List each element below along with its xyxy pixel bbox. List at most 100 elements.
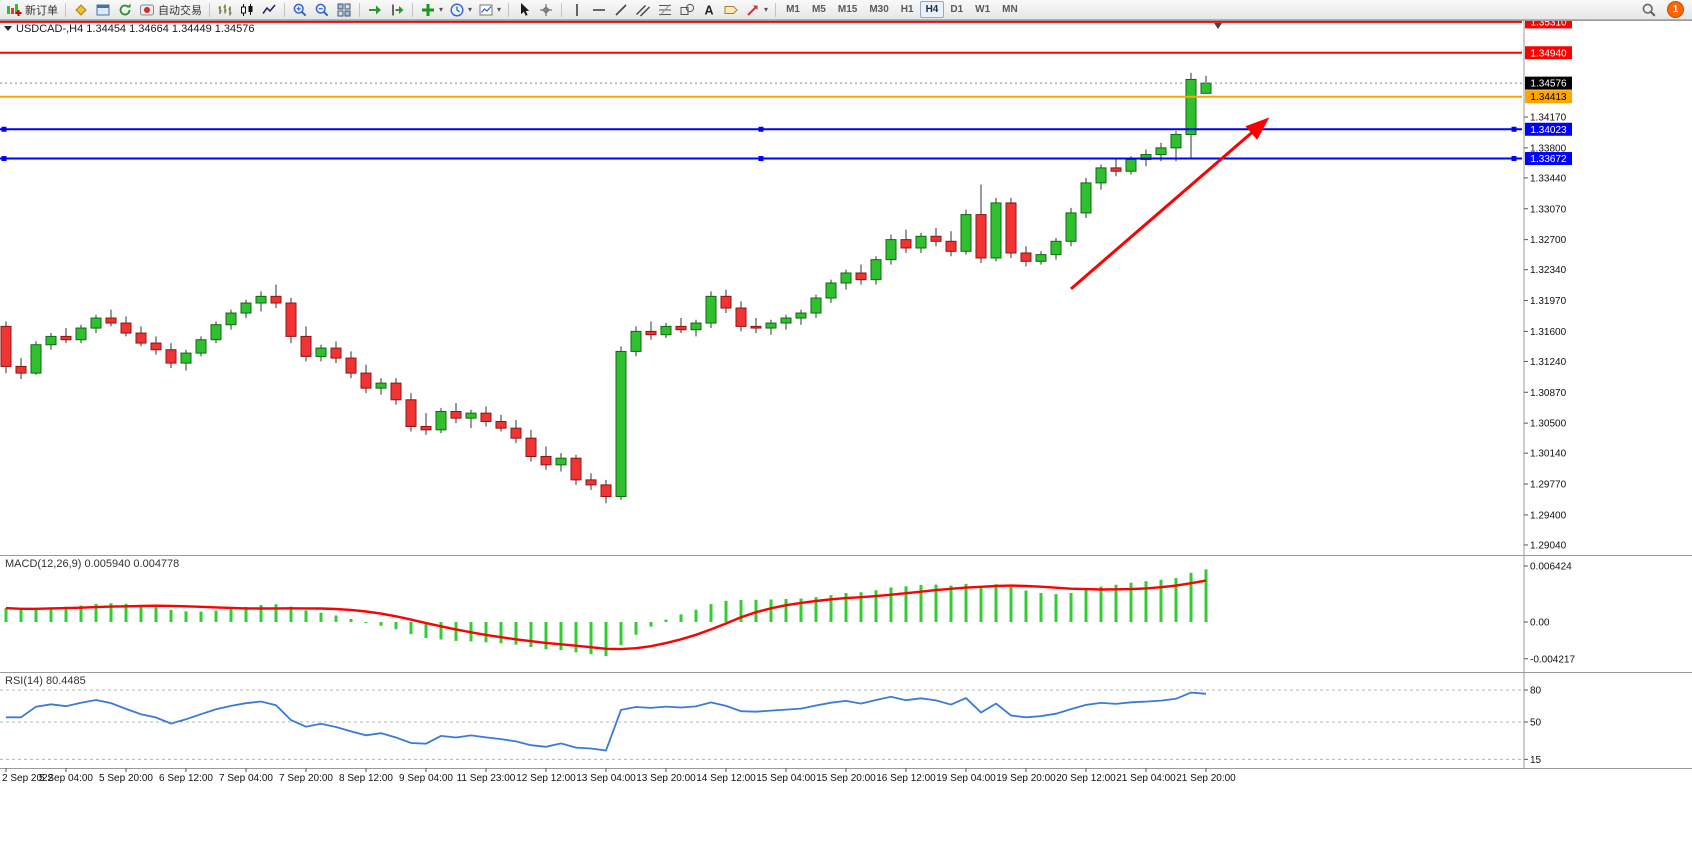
timeframe-m30-button[interactable]: M30 <box>869 4 889 15</box>
metaeditor-button[interactable] <box>70 0 92 20</box>
new-order-button[interactable]: 新订单 <box>3 0 61 20</box>
svg-text:1.31600: 1.31600 <box>1530 327 1567 338</box>
chart-shift-marker[interactable] <box>1214 23 1222 29</box>
chart-plot-area[interactable] <box>0 20 1522 555</box>
timeframe-h4-button[interactable]: H4 <box>919 1 945 18</box>
svg-text:12 Sep 12:00: 12 Sep 12:00 <box>516 773 576 784</box>
svg-text:1.34576: 1.34576 <box>1530 79 1567 90</box>
svg-text:1.29400: 1.29400 <box>1530 510 1567 521</box>
fibonacci-button[interactable] <box>654 0 676 20</box>
svg-text:1.30500: 1.30500 <box>1530 419 1567 430</box>
vertical-line-icon <box>569 2 585 18</box>
horizontal-line-button[interactable] <box>588 0 610 20</box>
chevron-down-icon: ▾ <box>764 5 769 14</box>
symbol-collapse-icon[interactable] <box>4 26 12 31</box>
timeframe-m15-button[interactable]: M15 <box>837 4 858 15</box>
market-watch-button[interactable] <box>92 0 114 20</box>
arrows-button[interactable]: ▾ <box>742 0 771 20</box>
tile-windows-icon <box>336 2 352 18</box>
cursor-button[interactable] <box>513 0 535 20</box>
search-button[interactable] <box>1638 0 1660 20</box>
hline-1.33672[interactable]: 1.33672 <box>0 152 1572 166</box>
indicators-button[interactable]: ▾ <box>417 0 446 20</box>
chevron-down-icon: ▾ <box>468 5 473 14</box>
toolbar-separator <box>65 2 66 17</box>
svg-text:21 Sep 20:00: 21 Sep 20:00 <box>1176 773 1236 784</box>
chart-bars-button[interactable] <box>214 0 236 20</box>
zoom-in-button[interactable] <box>289 0 311 20</box>
main-toolbar: 新订单 自动交易 ▾ ▾ ▾ A ▾ M1 M5 M15 M30 H1 H4 D1 W1 MN 1 <box>0 0 1692 20</box>
svg-text:1.34413: 1.34413 <box>1530 92 1567 103</box>
svg-text:2 Sep 2022: 2 Sep 2022 <box>2 773 54 784</box>
rsi-line <box>6 691 1207 752</box>
chart-canv[interactable]: 1.35310 1.34940 1.34413 1.34023 1.33672 1.345… <box>0 15 1692 850</box>
timeframe-w1-button[interactable]: W1 <box>975 4 991 15</box>
timeframe-h1-button[interactable]: H1 <box>900 4 914 15</box>
svg-text:1.30140: 1.30140 <box>1530 449 1567 460</box>
macd-axis[interactable]: 0.006424 0.00 -0.004217 <box>1524 562 1575 666</box>
rsi-axis[interactable]: 80 50 15 <box>1524 686 1542 766</box>
trend-arrow-annotation[interactable] <box>1070 117 1270 290</box>
svg-text:7 Sep 20:00: 7 Sep 20:00 <box>279 773 333 784</box>
current-price-label: 1.34576 <box>1525 76 1572 90</box>
refresh-button[interactable] <box>114 0 136 20</box>
hline-1.34413[interactable]: 1.34413 <box>0 90 1572 104</box>
svg-text:50: 50 <box>1530 718 1542 729</box>
price-axis[interactable]: 1.34170 1.33800 1.33440 1.33070 1.32700 1.323… <box>1524 113 1567 552</box>
macd-signal-line <box>5 579 1207 651</box>
hline-1.34940[interactable]: 1.34940 <box>0 46 1572 60</box>
auto-trading-button[interactable]: 自动交易 <box>136 0 205 20</box>
shapes-icon <box>679 2 695 18</box>
crosshair-button[interactable] <box>535 0 557 20</box>
chart-line-button[interactable] <box>258 0 280 20</box>
auto-scroll-button[interactable] <box>364 0 386 20</box>
horizontal-line-icon <box>591 2 607 18</box>
svg-text:1.29770: 1.29770 <box>1530 480 1567 491</box>
periods-button[interactable]: ▾ <box>446 0 475 20</box>
chart-window[interactable]: 1.35310 1.34940 1.34413 1.34023 1.33672 1.345… <box>0 15 1692 850</box>
notification-badge[interactable]: 1 <box>1667 1 1684 18</box>
templates-button[interactable]: ▾ <box>475 0 504 20</box>
svg-text:1.30870: 1.30870 <box>1530 388 1567 399</box>
svg-text:7 Sep 04:00: 7 Sep 04:00 <box>219 773 273 784</box>
periods-icon <box>449 2 465 18</box>
chart-info: USDCAD-,H4 1.34454 1.34664 1.34449 1.345… <box>4 23 255 687</box>
timeframe-m1-button[interactable]: M1 <box>786 4 800 15</box>
tile-windows-button[interactable] <box>333 0 355 20</box>
svg-text:1.32700: 1.32700 <box>1530 235 1567 246</box>
timeframe-m5-button[interactable]: M5 <box>811 4 826 15</box>
metaeditor-icon <box>73 2 89 18</box>
search-icon <box>1641 2 1657 18</box>
svg-text:20 Sep 12:00: 20 Sep 12:00 <box>1056 773 1116 784</box>
timeframe-mn-button[interactable]: MN <box>1002 4 1018 15</box>
svg-text:14 Sep 12:00: 14 Sep 12:00 <box>696 773 756 784</box>
vertical-line-button[interactable] <box>566 0 588 20</box>
text-label-button[interactable] <box>720 0 742 20</box>
svg-text:13 Sep 20:00: 13 Sep 20:00 <box>636 773 696 784</box>
chevron-down-icon: ▾ <box>497 5 502 14</box>
svg-text:19 Sep 20:00: 19 Sep 20:00 <box>996 773 1056 784</box>
shapes-button[interactable] <box>676 0 698 20</box>
toolbar-separator <box>284 2 285 17</box>
svg-text:5 Sep 20:00: 5 Sep 20:00 <box>99 773 153 784</box>
text-label-icon <box>723 2 739 18</box>
zoom-out-button[interactable] <box>311 0 333 20</box>
toolbar-separator <box>775 2 777 17</box>
chart-candles-button[interactable] <box>236 0 258 20</box>
auto-trading-icon <box>139 2 155 18</box>
svg-text:1.34170: 1.34170 <box>1530 113 1567 124</box>
svg-text:1.31970: 1.31970 <box>1530 296 1567 307</box>
svg-text:1.32340: 1.32340 <box>1530 265 1567 276</box>
svg-text:1.33440: 1.33440 <box>1530 173 1567 184</box>
trendline-button[interactable] <box>610 0 632 20</box>
chart-shift-button[interactable] <box>386 0 408 20</box>
svg-text:21 Sep 04:00: 21 Sep 04:00 <box>1116 773 1176 784</box>
toolbar-separator <box>209 2 210 17</box>
chart-shift-icon <box>389 2 405 18</box>
text-button[interactable]: A <box>698 0 720 20</box>
timeframe-d1-button[interactable]: D1 <box>950 4 964 15</box>
equidistant-channel-button[interactable] <box>632 0 654 20</box>
macd-label: MACD(12,26,9) 0.005940 0.004778 <box>5 558 179 570</box>
chart-bars-icon <box>217 2 233 18</box>
